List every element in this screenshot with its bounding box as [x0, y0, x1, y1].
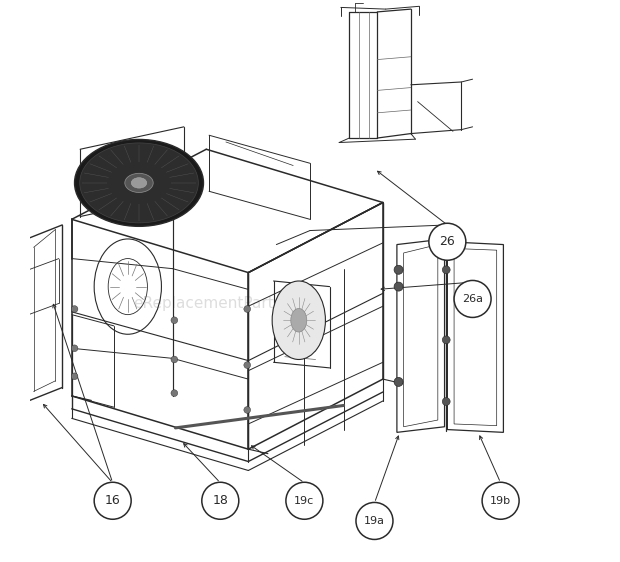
Circle shape	[171, 356, 178, 363]
Circle shape	[71, 345, 78, 352]
Circle shape	[429, 223, 466, 260]
Circle shape	[394, 282, 403, 291]
Circle shape	[171, 390, 178, 396]
Ellipse shape	[80, 143, 198, 223]
Circle shape	[356, 502, 393, 540]
Ellipse shape	[291, 309, 307, 332]
Text: eReplacementParts.com: eReplacementParts.com	[133, 296, 319, 311]
Circle shape	[442, 336, 450, 344]
Text: 19c: 19c	[294, 496, 314, 506]
Circle shape	[94, 482, 131, 519]
Text: 16: 16	[105, 494, 120, 507]
Circle shape	[202, 482, 239, 519]
Circle shape	[442, 266, 450, 274]
Circle shape	[171, 317, 178, 324]
Circle shape	[454, 280, 491, 318]
Text: 26: 26	[440, 235, 455, 248]
Circle shape	[394, 378, 403, 387]
Ellipse shape	[74, 139, 203, 226]
Ellipse shape	[131, 178, 147, 188]
Text: 19a: 19a	[364, 516, 385, 526]
Circle shape	[244, 306, 250, 312]
Circle shape	[482, 482, 519, 519]
Text: 18: 18	[213, 494, 228, 507]
Circle shape	[442, 397, 450, 405]
Circle shape	[394, 265, 403, 274]
Circle shape	[71, 306, 78, 312]
Text: 26a: 26a	[462, 294, 483, 304]
Circle shape	[244, 406, 250, 413]
Circle shape	[286, 482, 323, 519]
Circle shape	[71, 373, 78, 380]
Text: 19b: 19b	[490, 496, 511, 506]
Circle shape	[244, 362, 250, 369]
Ellipse shape	[272, 281, 326, 360]
Ellipse shape	[125, 173, 153, 192]
